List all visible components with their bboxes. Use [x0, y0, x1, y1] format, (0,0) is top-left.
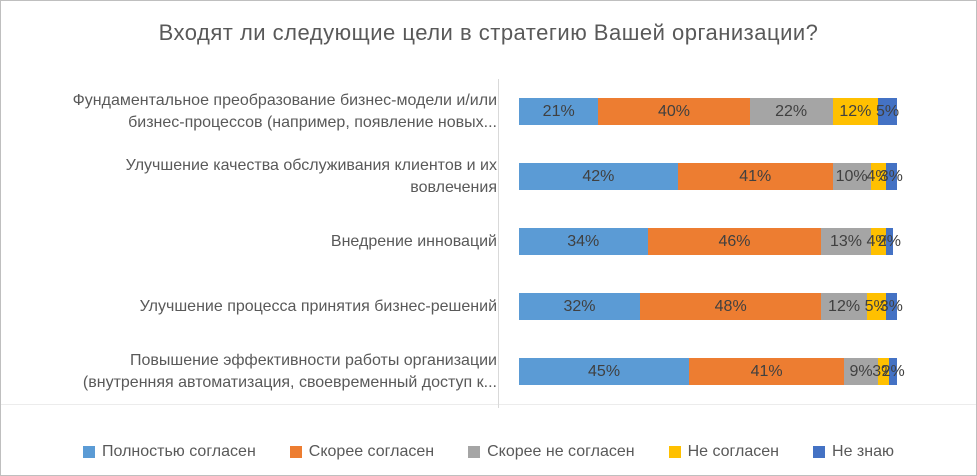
- category-label: Улучшение процесса принятия бизнес-решен…: [139, 297, 497, 315]
- bar-segment: 4%: [867, 228, 890, 255]
- bar-segment: 34%: [519, 228, 648, 255]
- bar-segment: 5%: [875, 98, 900, 125]
- category-label: Улучшение качества обслуживания клиентов…: [125, 156, 497, 196]
- segment-value-label: 34%: [567, 232, 600, 250]
- legend: Полностью согласен Скорее согласен Скорее …: [1, 443, 976, 461]
- chart-title: Входят ли следующие цели в стратегию Ваш…: [158, 20, 819, 45]
- bar-segment: 22%: [749, 98, 833, 125]
- bar-segment: 42%: [519, 163, 678, 190]
- legend-swatch-icon: [668, 446, 681, 458]
- legend-swatch-icon: [468, 446, 481, 458]
- bar-row: Фундаментальное преобразование бизнес-мо…: [19, 79, 976, 144]
- segment-value-label: 48%: [714, 297, 747, 315]
- segment-value-label: 10%: [835, 167, 868, 185]
- bar-segment: 40%: [598, 98, 750, 125]
- segment-value-label: 5%: [875, 102, 900, 120]
- bar-row: Внедрение инноваций 34% 46% 13% 4% 2%: [19, 209, 976, 274]
- bar-segment: 32%: [519, 293, 640, 320]
- segment-value-label: 21%: [542, 102, 575, 120]
- segment-value-label: 12%: [839, 102, 872, 120]
- legend-item-label: Скорее не согласен: [487, 443, 635, 460]
- bar: 34% 46% 13% 4% 2%: [519, 228, 901, 255]
- bar-segment: 12%: [832, 98, 879, 125]
- bar-segment: 4%: [867, 163, 890, 190]
- bar-row: Улучшение качества обслуживания клиентов…: [19, 144, 976, 209]
- bar: 45% 41% 9% 3% 2%: [519, 358, 905, 385]
- legend-item: Не знаю: [813, 443, 894, 461]
- legend-item: Скорее согласен: [289, 443, 435, 461]
- legend-swatch-icon: [813, 446, 826, 458]
- legend-item-label: Не знаю: [832, 443, 894, 460]
- bar-segment: 5%: [864, 293, 888, 320]
- bar-segment: 41%: [689, 358, 845, 385]
- legend-item: Скорее не согласен: [468, 443, 635, 461]
- segment-value-label: 13%: [829, 232, 862, 250]
- bar: 21% 40% 22% 12% 5%: [519, 98, 900, 125]
- bar-row: Улучшение процесса принятия бизнес-решен…: [19, 274, 976, 339]
- bar-segment: 12%: [821, 293, 867, 320]
- plot-area: Фундаментальное преобразование бизнес-мо…: [1, 79, 976, 408]
- segment-value-label: 42%: [582, 167, 615, 185]
- bar-segment: 48%: [639, 293, 822, 320]
- legend-item: Не согласен: [668, 443, 780, 461]
- segment-value-label: 12%: [828, 297, 861, 315]
- legend-item-label: Полностью согласен: [102, 443, 256, 460]
- bar: 32% 48% 12% 5% 3%: [519, 293, 903, 320]
- category-label: Фундаментальное преобразование бизнес-мо…: [72, 91, 497, 131]
- bar-segment: 13%: [821, 228, 871, 255]
- bar-segment: 21%: [519, 98, 599, 125]
- legend-item-label: Не согласен: [687, 443, 780, 460]
- bar: 42% 41% 10% 4% 3%: [519, 163, 903, 190]
- segment-value-label: 46%: [718, 232, 751, 250]
- bar-segment: 3%: [872, 358, 895, 385]
- bar-segment: 2%: [882, 358, 905, 385]
- legend-item: Полностью согласен: [83, 443, 256, 461]
- segment-value-label: 41%: [739, 167, 772, 185]
- bar-segment: 41%: [677, 163, 833, 190]
- bar-segment: 46%: [647, 228, 822, 255]
- segment-value-label: 40%: [657, 102, 690, 120]
- segment-value-label: 32%: [563, 297, 596, 315]
- segment-value-label: 22%: [775, 102, 808, 120]
- bar-segment: 45%: [519, 358, 690, 385]
- segment-value-label: 45%: [588, 362, 621, 380]
- segment-value-label: 5%: [864, 297, 888, 315]
- bar-row: Повышение эффективности работы организац…: [19, 339, 976, 404]
- legend-item-label: Скорее согласен: [308, 443, 435, 460]
- bar-segment: 10%: [832, 163, 871, 190]
- segment-value-label: 41%: [750, 362, 783, 380]
- bar-segment: 3%: [880, 293, 903, 320]
- legend-swatch-icon: [83, 446, 96, 458]
- bar-segment: 9%: [844, 358, 879, 385]
- legend-swatch-icon: [289, 446, 302, 458]
- segment-value-label: 9%: [849, 362, 873, 380]
- category-label: Внедрение инноваций: [330, 232, 497, 250]
- category-label: Повышение эффективности работы организац…: [82, 351, 497, 391]
- bar-segment: 2%: [878, 228, 901, 255]
- bar-segment: 3%: [880, 163, 903, 190]
